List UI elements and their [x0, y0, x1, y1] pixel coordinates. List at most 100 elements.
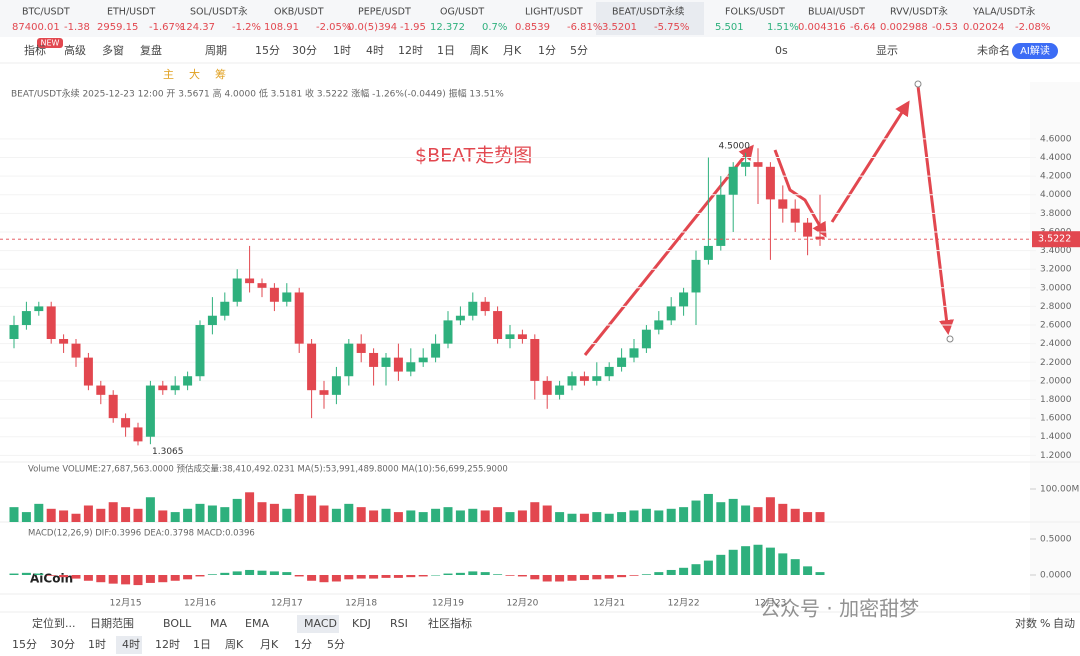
ticker-change[interactable]: -2.08% — [1015, 22, 1050, 33]
macd-bar — [71, 575, 81, 579]
ai-label[interactable]: AI解读 — [1020, 44, 1050, 57]
toolbar-item[interactable]: 周K — [470, 44, 489, 57]
ticker-name[interactable]: PEPE/USDT — [358, 7, 411, 18]
toolbar-item[interactable]: % — [1040, 617, 1050, 630]
candle-body — [344, 343, 354, 377]
ticker-name[interactable]: ETH/USDT — [107, 7, 155, 18]
volume-bar — [269, 503, 279, 522]
toolbar-item[interactable]: 1日 — [437, 44, 455, 57]
ticker-price[interactable]: 12.372 — [430, 22, 465, 33]
toolbar-item[interactable]: EMA — [245, 617, 269, 630]
toolbar-item[interactable]: BOLL — [163, 617, 192, 630]
toolbar-item[interactable]: 1分 — [538, 44, 556, 57]
ticker-change[interactable]: -1.38 — [64, 22, 90, 33]
toolbar-item[interactable]: RSI — [390, 617, 408, 630]
ticker-change[interactable]: 0.7% — [482, 22, 507, 33]
ticker-name[interactable]: BTC/USDT — [22, 7, 70, 18]
ticker-change[interactable]: -1.95 — [400, 22, 426, 33]
ticker-name[interactable]: YALA/USDT永 — [972, 6, 1036, 18]
toolbar-item[interactable]: 月K — [503, 44, 522, 57]
toolbar-item[interactable]: 1日 — [193, 638, 211, 651]
macd-bar — [691, 564, 701, 576]
toolbar-item[interactable]: 定位到... — [32, 616, 76, 630]
toolbar-item[interactable]: 筹 — [215, 67, 226, 81]
annotation-arrows — [583, 85, 954, 356]
ticker-change[interactable]: -0.53 — [932, 22, 958, 33]
toolbar-item[interactable]: 15分 — [255, 44, 280, 57]
toolbar-item[interactable]: 大 — [189, 67, 200, 81]
ticker-price[interactable]: 5.501 — [715, 22, 744, 33]
ticker-price[interactable]: 87400.01 — [12, 22, 60, 33]
toolbar-item[interactable]: 30分 — [292, 44, 317, 57]
ticker-name[interactable]: BEAT/USDT永续 — [612, 6, 685, 18]
toolbar-item[interactable]: 15分 — [12, 638, 37, 651]
arrow — [830, 100, 910, 223]
ticker-name[interactable]: SOL/USDT永 — [190, 6, 248, 18]
toolbar-item[interactable]: 1时 — [88, 638, 106, 651]
toolbar-item[interactable]: 复盘 — [140, 43, 162, 57]
ticker-price[interactable]: 0.0(5)394 — [348, 22, 397, 33]
x-tick-label: 12月20 — [506, 598, 538, 609]
ticker-price[interactable]: 124.37 — [180, 22, 215, 33]
ticker-name[interactable]: OG/USDT — [440, 7, 484, 18]
ticker-change[interactable]: -6.64 — [850, 22, 876, 33]
toolbar-item[interactable]: 0s — [775, 44, 788, 57]
high-label: 4.5000 — [719, 142, 751, 152]
toolbar-item[interactable]: KDJ — [352, 617, 371, 630]
ticker-change[interactable]: -5.75% — [654, 22, 689, 33]
ticker-name[interactable]: OKB/USDT — [274, 7, 324, 18]
toolbar-item[interactable]: 指标 — [24, 43, 46, 57]
toolbar-item[interactable]: 周期 — [205, 44, 227, 57]
ticker-name[interactable]: BLUAI/USDT — [808, 7, 865, 18]
toolbar-item[interactable]: MACD — [304, 617, 337, 630]
candle-body — [617, 357, 627, 367]
macd-bar — [9, 573, 19, 576]
toolbar-item[interactable]: 5分 — [327, 638, 345, 651]
toolbar-item[interactable]: 自动 — [1053, 617, 1075, 630]
toolbar-item[interactable]: 1分 — [294, 638, 312, 651]
ticker-change[interactable]: -2.05% — [316, 22, 351, 33]
ticker-price[interactable]: 0.004316 — [798, 22, 846, 33]
volume-bar — [679, 507, 689, 522]
macd-bar — [592, 575, 602, 580]
macd-bar — [555, 575, 565, 582]
toolbar-item[interactable]: 12时 — [155, 638, 180, 651]
toolbar-item[interactable]: MA — [210, 617, 227, 630]
ticker-price[interactable]: 2959.15 — [97, 22, 138, 33]
ticker-change[interactable]: -1.67% — [149, 22, 184, 33]
ticker-name[interactable]: FOLKS/USDT — [725, 7, 785, 18]
ticker-name[interactable]: RVV/USDT永 — [890, 6, 948, 18]
macd-bar — [455, 572, 465, 576]
toolbar-item[interactable]: 4时 — [122, 638, 140, 651]
toolbar-item[interactable]: 显示 — [876, 44, 898, 57]
ticker-change[interactable]: -6.81% — [567, 22, 602, 33]
toolbar-item[interactable]: 4时 — [366, 44, 384, 57]
x-tick-label: 12月18 — [345, 598, 377, 609]
ticker-price[interactable]: 0.002988 — [880, 22, 928, 33]
toolbar-item[interactable]: 月K — [260, 638, 279, 651]
volume-bar — [765, 497, 775, 522]
ai-button-bg[interactable] — [1012, 43, 1058, 59]
ticker-name[interactable]: LIGHT/USDT — [525, 7, 583, 18]
toolbar-item[interactable]: 周K — [225, 638, 244, 651]
toolbar-item[interactable]: 30分 — [50, 638, 75, 651]
ticker-price[interactable]: 0.02024 — [963, 22, 1004, 33]
toolbar-item[interactable]: 12时 — [398, 44, 423, 57]
ticker-change[interactable]: 1.51% — [767, 22, 799, 33]
toolbar-item[interactable]: 日期范围 — [90, 616, 134, 630]
toolbar-item[interactable]: 未命名 — [977, 43, 1010, 57]
toolbar-item[interactable]: 多窗 — [102, 43, 124, 57]
volume-bar — [9, 507, 19, 522]
toolbar-item[interactable]: 对数 — [1015, 616, 1037, 630]
ticker-price[interactable]: 108.91 — [264, 22, 299, 33]
macd-bar — [803, 566, 813, 576]
toolbar-item[interactable]: 1时 — [333, 44, 351, 57]
toolbar-item[interactable]: 高级 — [64, 43, 86, 57]
ticker-price[interactable]: 0.8539 — [515, 22, 550, 33]
macd-bar — [604, 575, 614, 579]
toolbar-item[interactable]: 主 — [163, 68, 174, 81]
toolbar-item[interactable]: 社区指标 — [428, 616, 472, 630]
ticker-price[interactable]: 3.5201 — [602, 22, 637, 33]
toolbar-item[interactable]: 5分 — [570, 44, 588, 57]
ticker-change[interactable]: -1.2% — [232, 22, 261, 33]
